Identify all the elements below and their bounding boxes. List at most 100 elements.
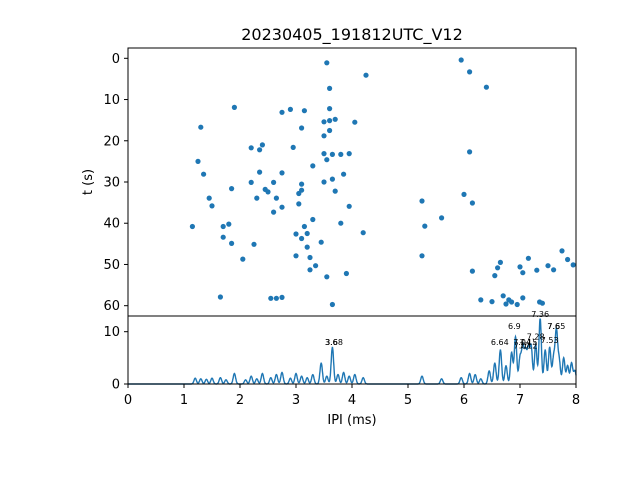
ipi-x-tick-label: 0 [124, 393, 132, 408]
scatter-point [520, 270, 526, 276]
scatter-point [327, 106, 333, 112]
scatter-point [419, 198, 425, 204]
scatter-point [279, 109, 285, 115]
scatter-point [332, 188, 338, 194]
ipi-peak-label: 7.04 [513, 338, 531, 347]
scatter-point [321, 179, 327, 185]
scatter-point [327, 127, 333, 134]
scatter-point [296, 201, 302, 207]
ipi-x-tick-label: 5 [404, 393, 412, 408]
ipi-y-tick-label: 10 [103, 325, 120, 340]
scatter-point [346, 203, 352, 209]
scatter-point [310, 163, 316, 169]
scatter-point [299, 125, 305, 131]
scatter-point [301, 108, 307, 114]
scatter-point [352, 119, 358, 125]
ipi-peak-label: 7.0 [514, 341, 527, 350]
scatter-point [321, 119, 327, 125]
scatter-point [439, 215, 445, 221]
ipi-y-tick-label: 0 [112, 378, 120, 393]
scatter-point [338, 220, 344, 226]
scatter-point [497, 259, 503, 265]
scatter-point [229, 186, 235, 192]
scatter-point [290, 144, 296, 150]
ipi-peak-label: 7.65 [547, 322, 565, 331]
ipi-plot-area [128, 316, 576, 384]
scatter-point [419, 253, 425, 259]
scatter-point [268, 295, 274, 301]
scatter-point [343, 270, 349, 277]
scatter-point [324, 60, 330, 66]
scatter-point [271, 209, 277, 215]
scatter-point [251, 241, 257, 247]
scatter-point [509, 299, 515, 305]
ipi-x-ticks: 0 1 2 3 4 5 6 7 8 [124, 384, 580, 408]
ipi-x-tick-label: 7 [516, 393, 524, 408]
scatter-point [220, 223, 226, 230]
scatter-point [279, 294, 285, 300]
scatter-point [304, 244, 310, 250]
scatter-point [570, 262, 576, 268]
scatter-point [461, 191, 467, 197]
scatter-point [206, 195, 212, 201]
scatter-point [254, 195, 260, 201]
scatter-point [360, 230, 366, 236]
ipi-peak-label: 7.36 [531, 310, 549, 319]
scatter-point [467, 69, 473, 75]
scatter-point [229, 240, 235, 246]
ipi-x-tick-label: 4 [348, 393, 356, 408]
scatter-point [195, 158, 201, 164]
ipi-peak-label: 7.2 [525, 341, 538, 350]
ipi-peak-label: 7.53 [541, 336, 559, 345]
scatter-point [332, 116, 338, 122]
ipi-peak-label: 6.9 [508, 322, 521, 331]
scatter-point [307, 267, 313, 273]
scatter-point [469, 268, 475, 274]
scatter-point [483, 84, 489, 90]
scatter-point [324, 274, 330, 280]
scatter-point [514, 301, 520, 308]
scatter-point [304, 230, 310, 237]
scatter-point [489, 299, 495, 305]
scatter-point [198, 124, 204, 130]
ipi-peak-label: 7.6 [547, 322, 560, 331]
scatter-point [248, 145, 254, 151]
ipi-x-tick-label: 8 [572, 393, 580, 408]
scatter-point [273, 295, 279, 301]
scatter-y-tick-label: 30 [103, 176, 120, 191]
scatter-y-tick-label: 20 [103, 134, 120, 149]
scatter-point [189, 223, 195, 230]
ipi-peak-annotations: 3.683.6 6.64 6.9 7.07.047.17.157.27.28 7.36 7… [325, 310, 565, 350]
scatter-point [551, 267, 557, 273]
scatter-point [217, 294, 223, 300]
scatter-point [201, 171, 207, 177]
scatter-point [299, 187, 305, 193]
scatter-point [545, 263, 551, 269]
scatter-point [458, 57, 464, 63]
scatter-point [321, 133, 327, 139]
scatter-point [307, 254, 313, 261]
ipi-peak-label: 3.6 [325, 338, 338, 347]
ipi-peak-label: 3.68 [325, 338, 343, 347]
scatter-points [189, 57, 576, 308]
ipi-series-line [128, 318, 577, 385]
scatter-point [226, 221, 232, 227]
scatter-point [341, 171, 347, 177]
scatter-point [265, 189, 271, 195]
scatter-point [327, 85, 333, 91]
scatter-plot-area [128, 48, 576, 316]
scatter-point [327, 118, 333, 124]
scatter-point [517, 264, 523, 270]
scatter-point [324, 157, 330, 163]
scatter-point [231, 104, 237, 110]
scatter-point [539, 300, 546, 306]
scatter-point [318, 239, 324, 245]
scatter-point [478, 297, 484, 303]
scatter-y-ticks: 0 10 20 30 40 50 60 [103, 52, 128, 314]
scatter-y-axis-label: t (s) [81, 169, 96, 195]
scatter-point [559, 248, 565, 254]
scatter-point [525, 255, 532, 261]
scatter-point [503, 301, 509, 307]
scatter-point [495, 265, 501, 271]
scatter-point [467, 149, 473, 155]
